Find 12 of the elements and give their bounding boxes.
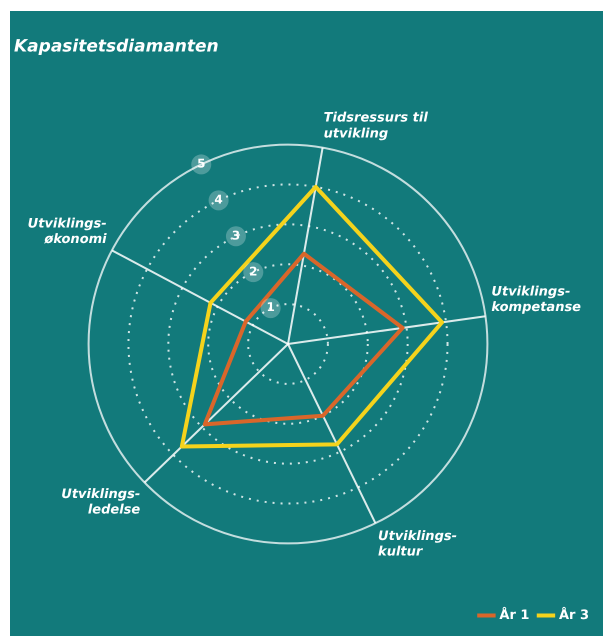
legend-label: År 1 <box>499 606 530 623</box>
legend-label: År 3 <box>558 606 590 623</box>
y-tick-label: 4 <box>214 192 223 206</box>
spoke-label: Tidsressurs til utvikling <box>324 110 428 142</box>
y-tick-label: 3 <box>232 228 240 242</box>
spoke-label: Utviklings-ledelse <box>61 486 140 518</box>
y-tick-label: 1 <box>266 300 275 314</box>
chart-title: Kapasitetsdiamanten <box>14 36 219 57</box>
y-tick-label: 2 <box>249 264 258 278</box>
spoke-label: Utviklings-kompetanse <box>491 284 582 315</box>
spoke-label: Utviklings-kultur <box>378 528 458 560</box>
spoke-label: Utviklings-økonomi <box>28 216 108 248</box>
